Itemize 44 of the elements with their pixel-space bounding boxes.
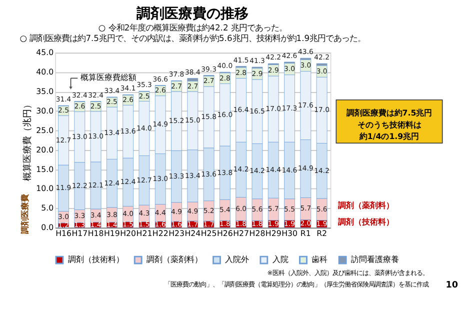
y-tick-label: 15.0: [36, 164, 54, 174]
y-tick-label: 10.0: [36, 184, 54, 194]
x-tick-label: H16: [56, 228, 72, 238]
text: 調剤（技術料）: [338, 216, 394, 227]
chart-subtitle: ○ 令和2年度の概算医療費は約42.2 兆円であった。 ○ 調剤医療費は約7.5兆円で、その内訳は、薬剤料が約5.6兆円、技術料が約1.9兆円であった。: [20, 22, 366, 43]
y-tick-label: 20.0: [36, 145, 54, 154]
legend-label: 歯科: [312, 255, 328, 264]
y-axis-title: 概算医療費（兆円）: [22, 100, 34, 182]
x-tick-label: H17: [72, 228, 88, 238]
y-tick-label: 45.0: [36, 48, 54, 58]
legend-label: 調剤（薬剤料）: [146, 255, 202, 264]
x-tick-label: H26: [216, 228, 233, 238]
legend-label: 訪問看護療養: [350, 255, 399, 264]
x-tick-label: H24: [184, 228, 201, 238]
x-tick-label: H21: [136, 228, 152, 238]
text: 10: [446, 280, 458, 291]
y-tick-label: 35.0: [36, 86, 54, 96]
x-tick-label: H30: [282, 228, 298, 238]
x-tick-label: H29: [265, 228, 282, 238]
x-tick-label: H18: [88, 228, 104, 238]
x-tick-label: H22: [152, 228, 168, 238]
legend-label: 入院: [272, 255, 288, 264]
y-tick-label: 25.0: [36, 126, 54, 135]
y-tick-label: 40.0: [36, 68, 54, 77]
chart-title: 調剤医療費の推移: [136, 4, 249, 22]
legend-label: 入院外: [225, 255, 250, 264]
y-tick-label: 30.0: [36, 106, 54, 116]
x-tick-label: H23: [168, 228, 184, 238]
y-tick-label: 5.0: [41, 204, 54, 213]
x-tick-label: H20: [120, 228, 136, 238]
x-tick-label: R1: [300, 228, 311, 238]
text: そのうち技術料は: [357, 120, 422, 130]
x-tick-label: H27: [233, 228, 250, 238]
text: 調剤（薬剤料）: [338, 200, 394, 210]
text: 約1/4の1.9兆円: [358, 132, 420, 142]
text: 調剤医療費は約7.5兆円: [346, 108, 432, 118]
legend-label: 調剤（技術料）: [68, 255, 124, 264]
text: 調剤医療費: [20, 194, 30, 234]
x-tick-label: H28: [249, 228, 266, 238]
annotation: 概算医療費総額: [80, 73, 137, 82]
y-tick-label: 0.0: [41, 223, 54, 232]
x-tick-label: H25: [200, 228, 217, 238]
x-tick-label: R2: [316, 228, 328, 238]
x-tick-label: H19: [104, 228, 120, 238]
